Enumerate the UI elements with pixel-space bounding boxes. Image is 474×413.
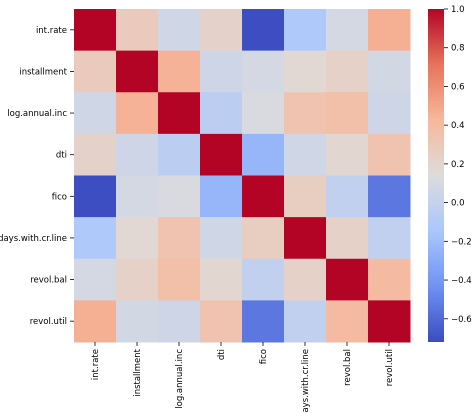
- heatmap-cell: [284, 133, 327, 176]
- heatmap-cell: [158, 92, 201, 135]
- y-tick-label: log.annual.inc: [7, 109, 67, 119]
- heatmap-cell: [242, 50, 285, 93]
- heatmap-cell: [200, 9, 243, 52]
- colorbar-tick-label: 0.6: [451, 82, 465, 92]
- colorbar-tick-label: 1.0: [451, 5, 465, 15]
- heatmap-cell: [116, 175, 159, 218]
- heatmap-cell: [116, 9, 159, 52]
- heatmap-cell: [116, 217, 159, 260]
- heatmap-cell: [158, 133, 201, 176]
- heatmap-cell: [242, 133, 285, 176]
- colorbar-tick-label: 0.2: [451, 160, 465, 170]
- heatmap-cells: [74, 9, 411, 343]
- y-tick-label: installment: [19, 67, 67, 77]
- heatmap-cell: [284, 300, 327, 343]
- heatmap-cell: [242, 300, 285, 343]
- heatmap-cell: [158, 175, 201, 218]
- heatmap-cell: [326, 133, 369, 176]
- heatmap-cell: [74, 258, 117, 301]
- heatmap-cell: [200, 175, 243, 218]
- heatmap-cell: [284, 9, 327, 52]
- heatmap-cell: [368, 258, 411, 301]
- heatmap-cell: [284, 175, 327, 218]
- heatmap-cell: [284, 258, 327, 301]
- heatmap-cell: [158, 217, 201, 260]
- heatmap-cell: [74, 92, 117, 135]
- heatmap-cell: [74, 9, 117, 52]
- colorbar-tick-label: −0.2: [451, 237, 472, 247]
- x-tick-label: revol.util: [385, 349, 395, 386]
- heatmap-cell: [368, 175, 411, 218]
- x-tick-label: int.rate: [91, 349, 101, 380]
- x-tick-label: fico: [259, 349, 269, 364]
- heatmap-cell: [74, 175, 117, 218]
- heatmap-cell: [200, 258, 243, 301]
- heatmap-cell: [74, 133, 117, 176]
- heatmap-cell: [368, 217, 411, 260]
- heatmap-cell: [116, 133, 159, 176]
- heatmap-cell: [326, 175, 369, 218]
- colorbar-tick-label: −0.4: [451, 276, 472, 286]
- heatmap-cell: [284, 50, 327, 93]
- heatmap-cell: [158, 50, 201, 93]
- y-tick-label: dti: [56, 151, 67, 161]
- heatmap-cell: [242, 217, 285, 260]
- heatmap-cell: [158, 258, 201, 301]
- heatmap-cell: [158, 9, 201, 52]
- heatmap-cell: [116, 92, 159, 135]
- heatmap-cell: [368, 9, 411, 52]
- colorbar-tick-label: 0.8: [451, 44, 465, 54]
- heatmap-cell: [242, 92, 285, 135]
- heatmap-cell: [74, 50, 117, 93]
- heatmap-cell: [74, 300, 117, 343]
- y-tick-label: int.rate: [36, 26, 67, 36]
- heatmap-cell: [326, 92, 369, 135]
- x-tick-label: dti: [217, 349, 227, 360]
- x-tick-label: days.with.cr.line: [301, 349, 311, 413]
- heatmap-cell: [200, 300, 243, 343]
- y-tick-label: days.with.cr.line: [0, 234, 67, 244]
- heatmap-cell: [200, 217, 243, 260]
- y-tick-label: fico: [52, 192, 67, 202]
- heatmap-cell: [200, 133, 243, 176]
- x-tick-labels: int.rate installment log.annual.inc dti fico…: [91, 342, 395, 413]
- heatmap-cell: [284, 217, 327, 260]
- y-tick-label: revol.bal: [30, 276, 67, 286]
- heatmap-cell: [326, 50, 369, 93]
- colorbar-ticks: −0.6 −0.4 −0.2 0.0 0.2 0.4 0.6 0.8 1.0: [444, 5, 472, 325]
- y-tick-label: revol.util: [30, 317, 67, 327]
- heatmap-cell: [116, 50, 159, 93]
- heatmap-cell: [368, 50, 411, 93]
- heatmap-cell: [242, 175, 285, 218]
- heatmap-cell: [284, 92, 327, 135]
- heatmap-cell: [116, 258, 159, 301]
- heatmap-cell: [74, 217, 117, 260]
- heatmap-cell: [200, 92, 243, 135]
- heatmap-cell: [200, 50, 243, 93]
- heatmap-cell: [158, 300, 201, 343]
- heatmap-cell: [326, 217, 369, 260]
- colorbar-tick-label: −0.6: [451, 315, 472, 325]
- x-tick-label: log.annual.inc: [175, 349, 185, 409]
- colorbar-tick-label: 0.0: [451, 199, 465, 209]
- heatmap-cell: [368, 133, 411, 176]
- heatmap-cell: [326, 300, 369, 343]
- colorbar-tick-label: 0.4: [451, 121, 465, 131]
- heatmap-cell: [242, 258, 285, 301]
- colorbar: [428, 9, 444, 342]
- x-tick-label: revol.bal: [343, 349, 353, 386]
- heatmap-cell: [326, 9, 369, 52]
- heatmap-cell: [242, 9, 285, 52]
- x-tick-label: installment: [133, 348, 143, 396]
- heatmap-cell: [368, 92, 411, 135]
- heatmap-cell: [368, 300, 411, 343]
- heatmap-cell: [116, 300, 159, 343]
- heatmap-cell: [326, 258, 369, 301]
- y-tick-labels: int.rate installment log.annual.inc dti fico…: [0, 26, 74, 327]
